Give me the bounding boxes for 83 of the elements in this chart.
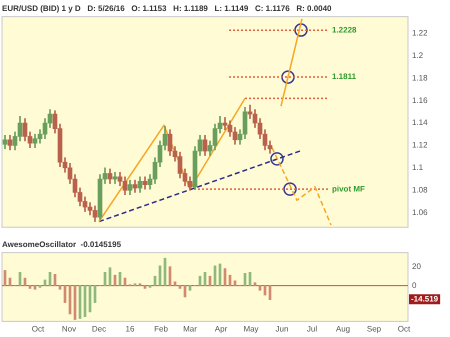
- bar: [178, 285, 182, 289]
- x-tick-label: Jun: [276, 324, 288, 334]
- x-tick-label: Oct: [32, 324, 45, 334]
- bar: [258, 285, 262, 291]
- bar: [68, 285, 72, 314]
- x-tick-label: 16: [126, 324, 135, 334]
- bar: [144, 285, 146, 289]
- x-tick-label: Oct: [398, 324, 411, 334]
- y-tick-label: 0: [412, 280, 417, 290]
- bar: [114, 274, 116, 286]
- bar: [138, 283, 142, 286]
- x-tick-label: Aug: [336, 324, 350, 334]
- bar: [48, 272, 52, 286]
- bar: [168, 266, 172, 286]
- x-tick-label: Nov: [62, 324, 76, 334]
- bar: [38, 285, 42, 288]
- bar: [28, 285, 32, 289]
- bar: [24, 278, 26, 286]
- bar: [164, 258, 166, 286]
- y-tick-label: 1.16: [412, 96, 428, 105]
- bar: [148, 285, 152, 288]
- bar: [104, 272, 106, 286]
- bar: [94, 285, 96, 303]
- bar: [108, 267, 112, 286]
- bar: [248, 272, 252, 286]
- bar: [264, 285, 266, 296]
- y-tick-label: 1.08: [412, 185, 428, 194]
- bar: [224, 268, 226, 286]
- bar: [18, 272, 22, 286]
- point: [270, 152, 284, 166]
- y-tick-label: 20: [412, 262, 422, 271]
- x-tick-label: May: [243, 324, 259, 334]
- bar: [8, 278, 12, 286]
- chart-title: AwesomeOscillator -0.0145195: [2, 240, 122, 250]
- bar: [174, 281, 176, 286]
- y-tick-label: 1.12: [412, 140, 428, 150]
- series-label: 1.2228: [332, 25, 358, 34]
- bar: [158, 265, 162, 286]
- bar: [244, 273, 246, 286]
- point: [281, 70, 295, 84]
- bar: [214, 265, 216, 286]
- bar: [4, 270, 6, 286]
- bar: [228, 274, 232, 286]
- bar: [44, 280, 46, 286]
- bar: [154, 276, 156, 286]
- bar: [124, 278, 126, 286]
- annotation: -14.519: [411, 294, 439, 304]
- chart-title: EUR/USD (BID) 1 y D D: 5/26/16 O: 1.1153 H: 1.1189 L: 1.1149 C: 1.1176 R: 0.0040: [2, 4, 332, 14]
- point: [294, 23, 308, 37]
- point: [283, 182, 297, 196]
- bar: [34, 285, 36, 290]
- bar: [78, 285, 82, 319]
- y-tick-label: 1.1: [412, 163, 424, 172]
- y-tick-label: 1.2: [412, 51, 424, 60]
- x-tick-label: Feb: [154, 324, 168, 334]
- bar: [208, 276, 212, 286]
- bar: [254, 282, 256, 286]
- bar: [198, 276, 202, 286]
- x-tick-label: Jul: [306, 324, 318, 334]
- bar: [74, 285, 76, 320]
- bar: [204, 272, 206, 286]
- x-tick-label: Mar: [183, 324, 198, 334]
- bar: [54, 274, 56, 286]
- y-tick-label: 1.06: [412, 208, 428, 217]
- y-tick-label: 1.22: [412, 28, 428, 38]
- y-tick-label: 1.14: [412, 118, 428, 128]
- bar: [88, 285, 92, 312]
- bar: [134, 283, 136, 286]
- bar: [58, 285, 62, 290]
- bar: [188, 285, 192, 291]
- bar: [184, 285, 186, 298]
- bar: [218, 264, 222, 286]
- bar: [268, 285, 272, 300]
- series-label: pivot MF: [332, 184, 365, 194]
- bar: [118, 272, 122, 286]
- series-label: 1.1811: [332, 72, 357, 82]
- x-tick-label: Dec: [92, 324, 106, 334]
- x-tick-label: Apr: [214, 324, 228, 334]
- y-tick-label: 1.18: [412, 73, 428, 82]
- bar: [64, 285, 66, 303]
- bar: [234, 280, 236, 286]
- bar: [84, 285, 86, 318]
- x-tick-label: Sep: [366, 324, 382, 334]
